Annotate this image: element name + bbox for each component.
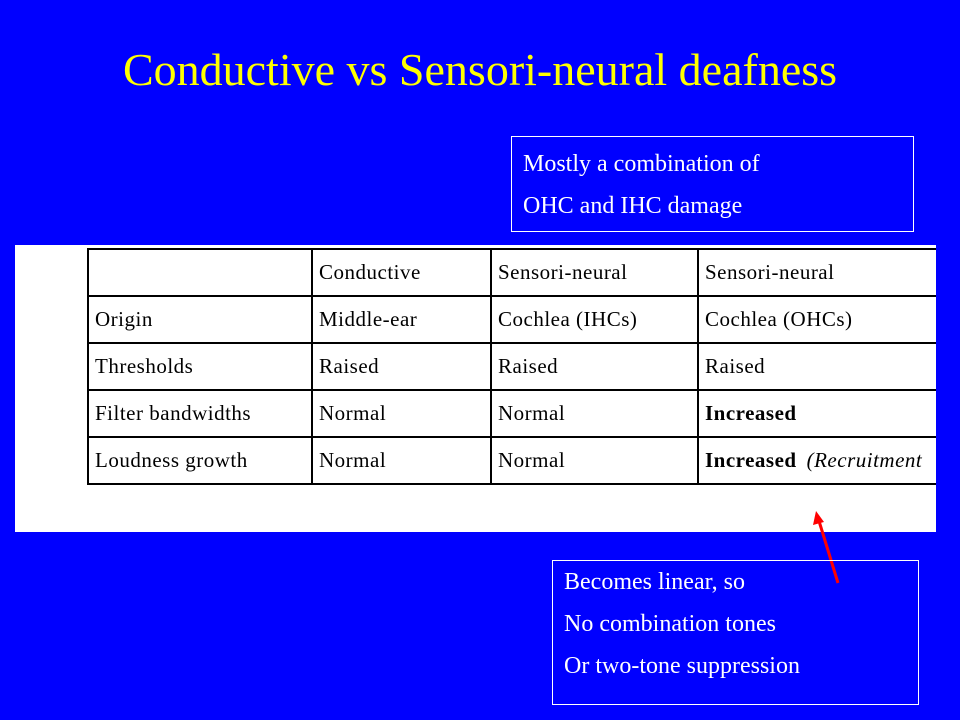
row-label: Filter bandwidths — [87, 389, 313, 438]
note-line: Becomes linear, so — [564, 569, 745, 595]
table-cell: Normal — [311, 389, 492, 438]
arrow-shaft — [817, 520, 840, 584]
comparison-table: Conductive Sensori-neural Sensori-neural… — [87, 248, 936, 485]
table-row: Filter bandwidths Normal Normal Increase… — [87, 389, 936, 438]
table-row: Loudness growth Normal Normal Increased (… — [87, 436, 936, 485]
header-cell — [87, 248, 313, 297]
increased-text: Increased — [705, 448, 797, 472]
note-line: Mostly a combination of — [523, 151, 760, 177]
table-cell: Raised — [490, 342, 699, 391]
recruitment-note: (Recruitment — [806, 448, 923, 472]
table-cell: Increased (Recruitment — [697, 436, 936, 485]
table-cell: Normal — [490, 389, 699, 438]
table-cell: Raised — [311, 342, 492, 391]
table-cell: Normal — [311, 436, 492, 485]
row-label: Loudness growth — [87, 436, 313, 485]
table-cell: Raised — [697, 342, 936, 391]
note-line: No combination tones — [564, 611, 776, 637]
note-line: OHC and IHC damage — [523, 193, 743, 219]
table-cell: Cochlea (OHCs) — [697, 295, 936, 344]
note-line: Or two-tone suppression — [564, 653, 800, 679]
comparison-table-panel: Conductive Sensori-neural Sensori-neural… — [15, 245, 936, 532]
ohc-ihc-note-box: Mostly a combination of OHC and IHC dama… — [511, 136, 914, 232]
row-label: Thresholds — [87, 342, 313, 391]
header-cell: Conductive — [311, 248, 492, 297]
slide-title: Conductive vs Sensori-neural deafness — [122, 44, 838, 95]
header-cell: Sensori-neural — [697, 248, 936, 297]
row-label: Origin — [87, 295, 313, 344]
table-cell: Cochlea (IHCs) — [490, 295, 699, 344]
table-cell: Middle-ear — [311, 295, 492, 344]
table-row: Thresholds Raised Raised Raised — [87, 342, 936, 391]
table-cell: Normal — [490, 436, 699, 485]
table-cell: Increased — [697, 389, 936, 438]
header-cell: Sensori-neural — [490, 248, 699, 297]
arrow-head — [813, 511, 824, 525]
table-header-row: Conductive Sensori-neural Sensori-neural — [87, 248, 936, 297]
table-row: Origin Middle-ear Cochlea (IHCs) Cochlea… — [87, 295, 936, 344]
linear-note-box: Becomes linear, so No combination tones … — [552, 560, 919, 705]
